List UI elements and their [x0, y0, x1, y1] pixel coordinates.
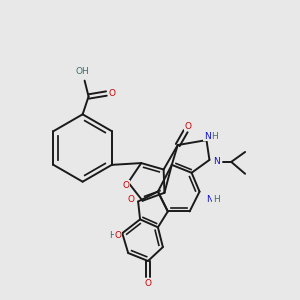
- Text: O: O: [109, 89, 116, 98]
- Text: O: O: [145, 279, 152, 288]
- Text: O: O: [123, 181, 130, 190]
- Text: H: H: [109, 231, 116, 240]
- Text: N: N: [206, 195, 213, 204]
- Text: N: N: [213, 158, 220, 166]
- Text: H: H: [213, 195, 220, 204]
- Text: H: H: [211, 132, 218, 141]
- Text: OH: OH: [76, 67, 89, 76]
- Text: O: O: [115, 231, 122, 240]
- Text: N: N: [204, 132, 211, 141]
- Text: O: O: [184, 122, 191, 131]
- Text: O: O: [128, 195, 135, 204]
